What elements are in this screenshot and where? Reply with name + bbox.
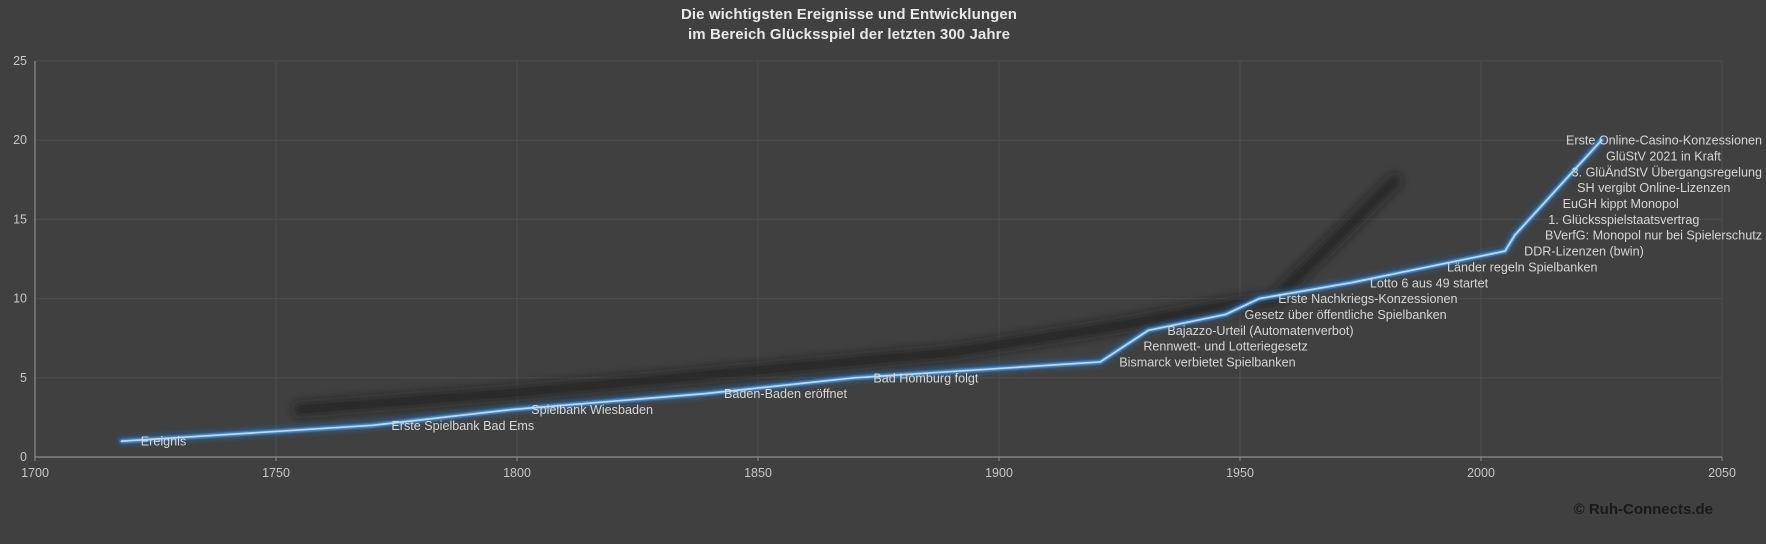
x-tick-label: 1700	[21, 466, 49, 480]
event-label: SH vergibt Online-Lizenzen	[1577, 181, 1730, 195]
event-label: Baden-Baden eröffnet	[724, 387, 848, 401]
event-label: Erste Nachkriegs-Konzessionen	[1278, 292, 1457, 306]
event-label: 3. GlüÄndStV Übergangsregelung	[1572, 165, 1762, 179]
event-label: Ereignis	[141, 435, 187, 449]
y-tick-label: 10	[13, 292, 27, 306]
y-tick-label: 5	[20, 371, 27, 385]
event-label: Gesetz über öffentliche Spielbanken	[1245, 308, 1447, 322]
event-label: Erste Spielbank Bad Ems	[391, 419, 534, 433]
y-tick-label: 0	[20, 450, 27, 464]
event-label: Lotto 6 aus 49 startet	[1370, 276, 1489, 290]
x-tick-label: 1850	[744, 466, 772, 480]
x-tick-label: 1800	[503, 466, 531, 480]
timeline-line-core	[120, 139, 1603, 443]
event-label: Rennwett- und Lotteriegesetz	[1143, 340, 1308, 354]
x-tick-label: 2050	[1708, 466, 1736, 480]
x-tick-label: 1900	[985, 466, 1013, 480]
event-label: DDR-Lizenzen (bwin)	[1524, 245, 1644, 259]
x-tick-label: 1950	[1226, 466, 1254, 480]
event-label: GlüStV 2021 in Kraft	[1606, 150, 1721, 164]
event-label: Spielbank Wiesbaden	[531, 403, 653, 417]
x-tick-label: 2000	[1467, 466, 1495, 480]
chart-title-line2: im Bereich Glücksspiel der letzten 300 J…	[687, 26, 1011, 43]
copyright-text: © Ruh-Connects.de	[1573, 501, 1713, 518]
event-label: Länder regeln Spielbanken	[1447, 260, 1598, 274]
event-label: 1. Glücksspielstaatsvertrag	[1548, 213, 1699, 227]
event-label: EuGH kippt Monopol	[1563, 197, 1679, 211]
event-label: Bismarck verbietet Spielbanken	[1119, 355, 1295, 369]
y-tick-label: 25	[13, 54, 27, 68]
event-label: Erste Online-Casino-Konzessionen	[1566, 134, 1762, 148]
event-label: BVerfG: Monopol nur bei Spielerschutz	[1545, 229, 1762, 243]
y-tick-label: 20	[13, 133, 27, 147]
y-tick-label: 15	[13, 212, 27, 226]
x-tick-label: 1750	[262, 466, 290, 480]
event-label: Bad Homburg folgt	[873, 371, 979, 385]
chart-title: Die wichtigsten Ereignisse und Entwicklu…	[0, 5, 1698, 45]
chart-title-line1: Die wichtigsten Ereignisse und Entwicklu…	[680, 6, 1018, 23]
event-label: Bajazzo-Urteil (Automatenverbot)	[1167, 324, 1353, 338]
